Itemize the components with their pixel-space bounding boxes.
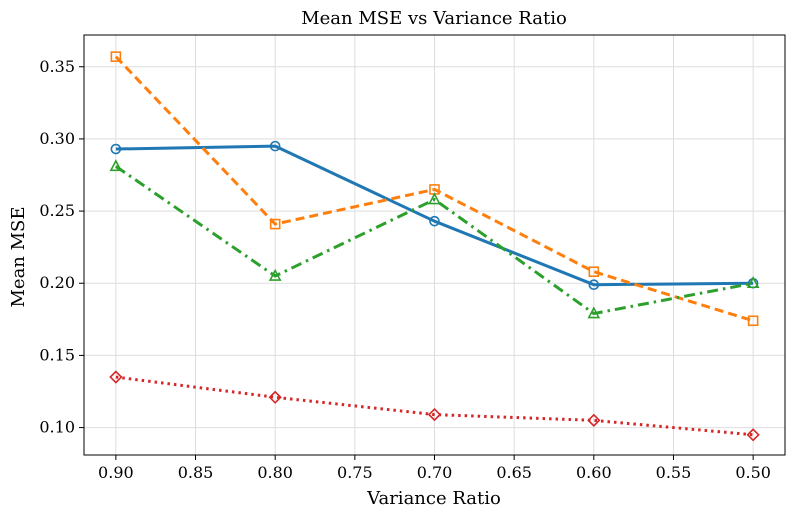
series-2-line [114,55,754,323]
square-marker [110,51,122,62]
square-marker [588,266,600,278]
x-tick-label: 0.55 [656,463,692,482]
y-tick-label: 0.20 [39,273,75,292]
triangle-marker [428,192,441,205]
x-tick-label: 0.60 [576,463,612,482]
series-3 [109,159,760,319]
y-axis-label: Mean MSE [8,206,29,307]
grid-lines [84,35,785,455]
diamond-marker [587,413,601,427]
plot-frame [83,34,786,456]
y-tick-label: 0.15 [39,345,75,364]
x-tick-label: 0.75 [337,463,373,482]
diamond-marker [427,407,442,422]
y-tick-label: 0.30 [39,129,75,148]
axes: 0.90 0.85 0.80 0.75 0.70 0.65 0.60 0.55 0.50 0.10… [39,34,786,482]
x-tick-label: 0.50 [735,463,771,482]
x-tick-label: 0.80 [257,463,293,482]
circle-marker [110,143,122,155]
diamond-marker [268,390,282,404]
series-3-line [115,165,754,316]
triangle-marker [746,276,760,289]
x-tick-label: 0.65 [496,463,532,482]
circle-marker [429,215,440,227]
circle-marker [269,140,281,152]
circle-marker [588,279,600,290]
x-axis-label: Variance Ratio [366,488,501,509]
chart-title: Mean MSE vs Variance Ratio [301,8,567,29]
square-marker [747,315,759,327]
series-1 [110,140,759,290]
series-1-line [115,144,754,287]
y-tick-label: 0.25 [39,201,75,220]
x-tick-label: 0.90 [98,463,134,482]
y-tick-label: 0.35 [39,57,75,76]
series-4 [109,370,760,442]
diamond-marker [109,370,123,384]
diamond-marker [746,428,760,442]
x-tick-label: 0.85 [178,463,214,482]
triangle-marker [587,306,601,319]
series-2 [110,51,759,327]
triangle-marker [268,268,282,281]
y-tick-label: 0.10 [39,418,75,437]
x-tick-label: 0.70 [417,463,453,482]
series-4-line [115,375,754,437]
square-marker [269,218,281,230]
triangle-marker [109,159,123,172]
series-layer [109,51,760,442]
